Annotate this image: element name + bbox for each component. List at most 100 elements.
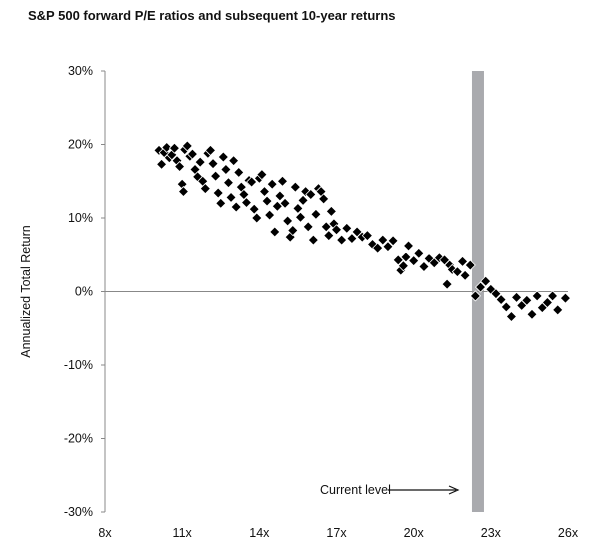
data-point	[408, 255, 420, 267]
y-axis-ticks: -30% -20% -10% 0% 10% 20% 30%	[64, 64, 105, 519]
data-point	[531, 290, 543, 302]
data-point	[240, 196, 253, 209]
y-tick-label: 10%	[68, 211, 93, 225]
data-point	[418, 260, 430, 273]
data-point	[302, 221, 314, 233]
data-point	[264, 209, 276, 221]
data-point	[248, 203, 260, 215]
data-point	[246, 176, 258, 188]
data-point	[181, 140, 193, 152]
data-point	[387, 235, 399, 247]
data-point	[464, 259, 476, 271]
data-point	[372, 242, 384, 254]
y-tick-label: 20%	[68, 138, 93, 152]
data-point	[199, 183, 211, 195]
data-point	[559, 292, 571, 304]
data-point	[294, 211, 307, 223]
data-point	[186, 148, 199, 160]
data-point	[400, 251, 412, 263]
data-point	[310, 208, 322, 220]
data-point	[413, 247, 425, 259]
data-point	[552, 304, 564, 316]
x-tick-label: 8x	[98, 526, 112, 540]
data-point	[215, 197, 227, 209]
data-point	[433, 252, 445, 264]
data-point	[177, 185, 190, 198]
y-tick-label: -20%	[64, 432, 93, 446]
data-point	[161, 141, 173, 154]
x-tick-label: 23x	[481, 526, 502, 540]
y-tick-label: 0%	[75, 285, 93, 299]
data-point	[258, 185, 271, 198]
data-point	[279, 197, 291, 209]
data-point	[238, 188, 250, 201]
data-point	[222, 177, 235, 189]
data-point	[510, 291, 523, 303]
data-point	[495, 294, 507, 306]
data-point	[207, 158, 219, 170]
data-point	[547, 290, 559, 302]
data-point	[377, 234, 389, 246]
data-point	[153, 144, 165, 156]
data-point	[271, 200, 283, 212]
data-point	[541, 296, 553, 309]
data-point	[269, 226, 281, 238]
data-point	[230, 201, 242, 213]
x-tick-label: 20x	[404, 526, 425, 540]
data-point	[521, 294, 533, 306]
data-point	[490, 288, 502, 300]
data-point	[233, 166, 245, 178]
data-point	[318, 193, 330, 205]
x-tick-label: 11x	[173, 526, 193, 540]
data-point	[323, 230, 335, 242]
data-point	[225, 191, 237, 203]
data-point	[341, 222, 353, 234]
y-tick-label: -10%	[64, 358, 93, 372]
chart-title: S&P 500 forward P/E ratios and subsequen…	[28, 8, 396, 23]
data-point	[212, 187, 224, 199]
data-point	[469, 290, 481, 302]
data-point	[325, 205, 337, 217]
data-point	[166, 149, 178, 161]
data-point	[228, 155, 240, 167]
data-point	[194, 156, 206, 168]
x-tick-label: 26x	[558, 526, 579, 540]
data-point	[289, 181, 301, 193]
data-point	[459, 269, 471, 281]
data-point	[305, 188, 317, 201]
data-point	[336, 234, 348, 246]
data-point	[292, 202, 304, 215]
y-tick-label: 30%	[68, 64, 93, 78]
data-point	[251, 212, 263, 224]
data-point	[441, 278, 453, 290]
arrow-head-icon	[448, 485, 460, 495]
data-point	[287, 224, 299, 237]
x-axis-ticks: 8x 11x 14x 17x 20x 23x 26x	[98, 526, 578, 540]
data-point	[382, 241, 394, 253]
data-point	[210, 170, 222, 182]
x-tick-label: 17x	[326, 526, 347, 540]
data-point	[320, 221, 332, 233]
data-point	[204, 144, 217, 156]
data-point	[361, 230, 373, 242]
data-point	[156, 158, 168, 170]
data-point	[480, 275, 492, 287]
data-point	[261, 195, 273, 207]
data-point	[526, 308, 538, 320]
data-point	[266, 178, 278, 190]
data-point	[505, 310, 517, 323]
data-point	[500, 301, 512, 313]
data-point	[392, 254, 404, 266]
data-point	[402, 240, 415, 252]
data-point	[451, 266, 463, 278]
data-point	[174, 160, 186, 173]
y-axis-label: Annualized Total Return	[19, 225, 33, 358]
y-tick-label: -30%	[64, 505, 93, 519]
data-point	[220, 163, 232, 176]
data-point	[307, 234, 319, 246]
data-point	[256, 169, 268, 181]
data-point	[217, 151, 229, 163]
x-tick-label: 14x	[249, 526, 270, 540]
current-level-label: Current level	[320, 483, 391, 497]
